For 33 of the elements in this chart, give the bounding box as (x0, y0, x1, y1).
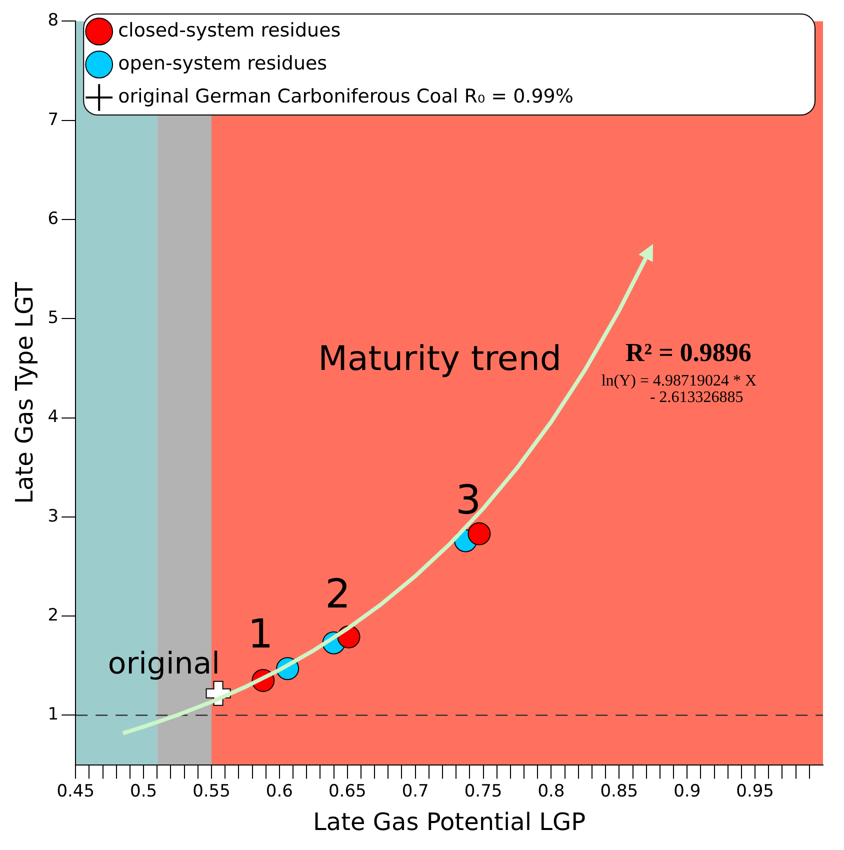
annotation: original (108, 646, 220, 682)
y-tick-label: 7 (48, 110, 59, 130)
annotation: ln(Y) = 4.98719024 * X (601, 372, 758, 390)
point (468, 522, 491, 546)
annotation: 2 (325, 572, 351, 618)
legend-label: open-system residues (118, 52, 328, 74)
x-tick-label: 0.65 (328, 781, 366, 802)
x-axis-title: Late Gas Potential LGP (313, 808, 586, 836)
annotation: Maturity trend (318, 339, 562, 380)
x-tick-label: 0.45 (56, 781, 95, 802)
y-tick-label: 3 (48, 506, 59, 526)
legend-label: closed-system residues (118, 19, 341, 42)
x-tick-label: 0.75 (464, 781, 502, 802)
x-tick-label: 0.7 (402, 781, 429, 802)
y-tick-label: 2 (48, 606, 59, 626)
y-tick-label: 6 (48, 208, 59, 229)
y-axis-title: Late Gas Type LGT (10, 282, 39, 504)
x-tick-label: 0.95 (736, 781, 774, 802)
annotation: 3 (456, 477, 482, 524)
x-tick-label: 0.85 (600, 781, 638, 802)
y-tick-label: 4 (48, 407, 59, 428)
annotation: R² = 0.9896 (626, 338, 752, 368)
annotation: - 2.613326885 (650, 389, 744, 406)
x-tick-label: 0.5 (130, 781, 158, 802)
x-tick-label: 0.9 (674, 781, 701, 802)
annotation: 1 (248, 611, 274, 658)
x-tick-label: 0.55 (192, 781, 230, 802)
legend-label: original German Carboniferous Coal R₀ = 0.99% (118, 85, 574, 108)
y-tick-label: 8 (48, 10, 59, 31)
x-tick-label: 0.6 (266, 781, 293, 802)
y-tick-label: 5 (48, 308, 59, 328)
x-tick-label: 0.8 (538, 781, 565, 802)
y-tick-label: 1 (48, 704, 59, 725)
